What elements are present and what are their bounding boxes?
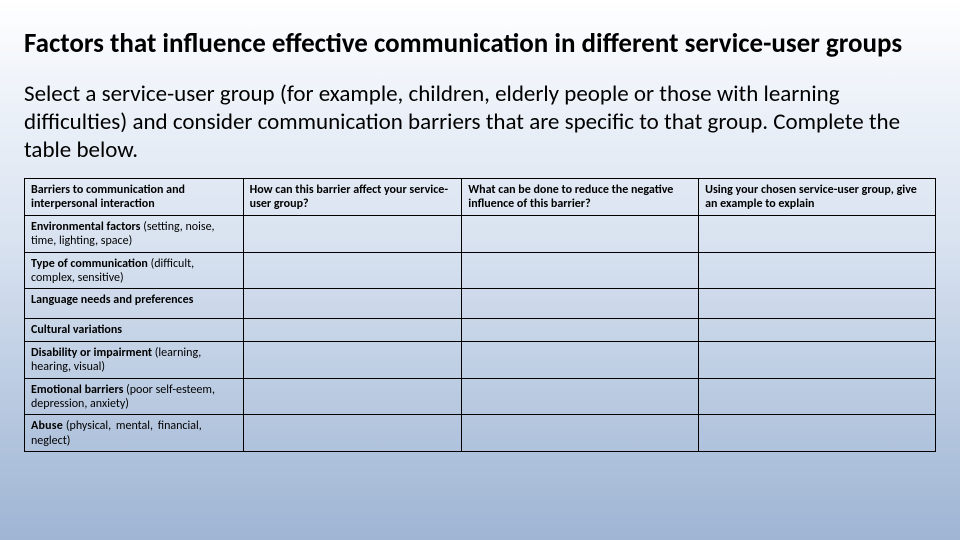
cell-empty: [243, 319, 462, 341]
cell-empty: [243, 252, 462, 289]
barriers-table: Barriers to communication and interperso…: [24, 178, 936, 452]
cell-empty: [462, 378, 699, 415]
cell-empty: [462, 215, 699, 252]
page-title: Factors that influence effective communi…: [24, 28, 936, 60]
col-header-affect: How can this barrier affect your service…: [243, 179, 462, 216]
cell-empty: [699, 252, 936, 289]
cell-empty: [699, 289, 936, 319]
cell-empty: [243, 289, 462, 319]
col-header-reduce: What can be done to reduce the negative …: [462, 179, 699, 216]
cell-empty: [243, 341, 462, 378]
cell-empty: [462, 319, 699, 341]
col-header-barriers: Barriers to communication and interperso…: [25, 179, 244, 216]
row-label-disability: Disability or impairment (learning, hear…: [25, 341, 244, 378]
cell-empty: [699, 319, 936, 341]
cell-empty: [699, 215, 936, 252]
intro-text: Select a service-user group (for example…: [24, 80, 936, 164]
table-row: Environmental factors (setting, noise, t…: [25, 215, 936, 252]
cell-empty: [699, 415, 936, 452]
row-label-type: Type of communication (difficult, comple…: [25, 252, 244, 289]
row-label-emotional: Emotional barriers (poor self-esteem, de…: [25, 378, 244, 415]
cell-empty: [243, 215, 462, 252]
table-row: Disability or impairment (learning, hear…: [25, 341, 936, 378]
cell-empty: [462, 289, 699, 319]
cell-empty: [462, 415, 699, 452]
table-row: Cultural variations: [25, 319, 936, 341]
table-row: Type of communication (difficult, comple…: [25, 252, 936, 289]
row-label-cultural: Cultural variations: [25, 319, 244, 341]
table-row: Abuse (physical, mental, financial, negl…: [25, 415, 936, 452]
cell-empty: [699, 341, 936, 378]
cell-empty: [699, 378, 936, 415]
row-label-language: Language needs and preferences: [25, 289, 244, 319]
cell-empty: [243, 378, 462, 415]
table-row: Language needs and preferences: [25, 289, 936, 319]
table-row: Emotional barriers (poor self-esteem, de…: [25, 378, 936, 415]
cell-empty: [243, 415, 462, 452]
table-header-row: Barriers to communication and interperso…: [25, 179, 936, 216]
col-header-example: Using your chosen service-user group, gi…: [699, 179, 936, 216]
row-label-environmental: Environmental factors (setting, noise, t…: [25, 215, 244, 252]
row-label-abuse: Abuse (physical, mental, financial, negl…: [25, 415, 244, 452]
cell-empty: [462, 341, 699, 378]
cell-empty: [462, 252, 699, 289]
